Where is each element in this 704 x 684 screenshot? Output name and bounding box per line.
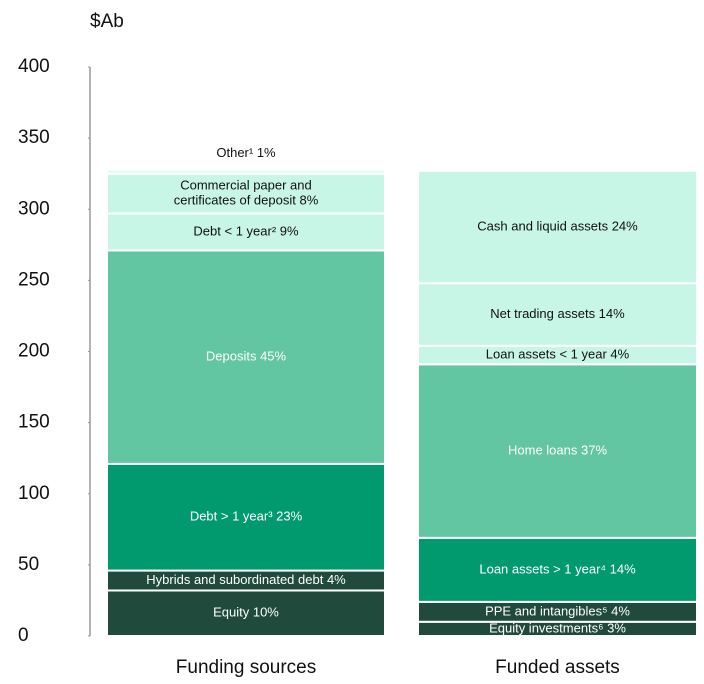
segment-label: Loan assets < 1 year 4% (486, 346, 630, 361)
bar-segment (106, 212, 386, 252)
segment-label: certificates of deposit 8% (174, 193, 319, 208)
x-tick-label: Funding sources (176, 657, 316, 678)
y-tick-label: 350 (18, 127, 50, 148)
segment-label: Other¹ 1% (216, 145, 276, 160)
segment-label: Deposits 45% (206, 349, 287, 364)
bar-segment (106, 462, 386, 572)
y-tick-label: 100 (18, 483, 50, 504)
segment-label: PPE and intangibles⁵ 4% (485, 603, 630, 618)
segment-label: Debt < 1 year² 9% (193, 223, 299, 238)
segment-label: Loan assets > 1 year⁴ 14% (479, 561, 636, 576)
y-tick-label: 250 (18, 269, 50, 290)
y-tick-label: 150 (18, 412, 50, 433)
y-tick-label: 0 (18, 625, 29, 646)
bar-segment (417, 169, 698, 285)
segment-label: Hybrids and subordinated debt 4% (146, 572, 346, 587)
bar-segment (106, 172, 386, 215)
y-tick-label: 50 (18, 554, 39, 575)
x-tick-label: Funded assets (495, 657, 620, 678)
y-tick-label: 300 (18, 198, 50, 219)
segment-label: Cash and liquid assets 24% (477, 218, 638, 233)
bar-segment (106, 249, 386, 465)
segment-label: Net trading assets 14% (490, 306, 625, 321)
bar-segment (417, 536, 698, 603)
segment-label: Home loans 37% (508, 443, 607, 458)
bar-segment (106, 168, 386, 175)
segment-label: Debt > 1 year³ 23% (190, 509, 303, 524)
segment-label: Commercial paper and (180, 178, 312, 193)
y-axis-label: $Ab (90, 11, 124, 32)
y-tick-label: 400 (18, 56, 50, 77)
bar-segment (417, 282, 698, 347)
segment-label: Equity investments⁶ 3% (489, 620, 626, 635)
y-tick-label: 200 (18, 341, 50, 362)
segment-label: Equity 10% (213, 605, 279, 620)
